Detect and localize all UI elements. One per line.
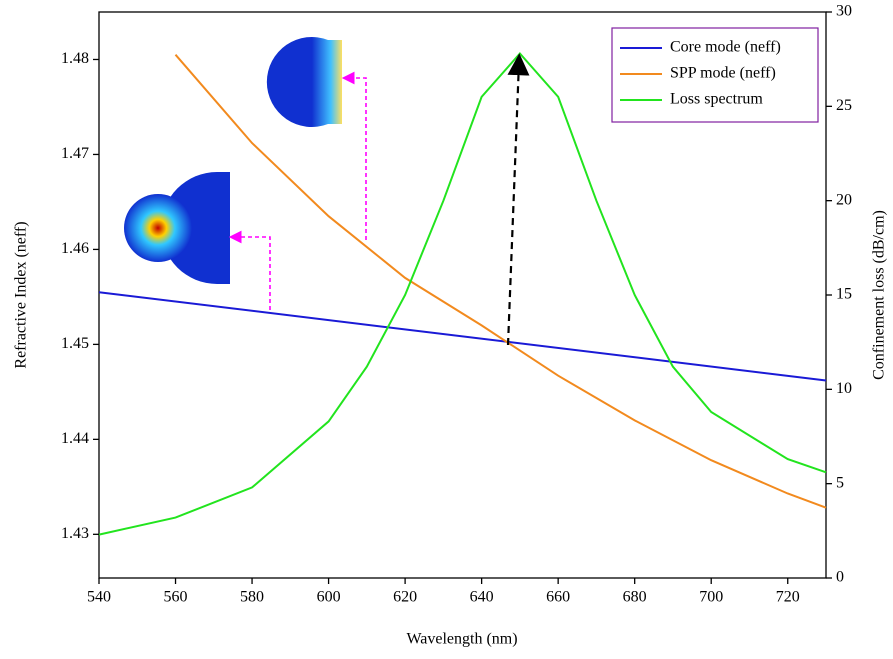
y-tick-label: 1.44 — [61, 430, 89, 447]
x-axis-label: Wavelength (nm) — [406, 631, 517, 648]
y2-tick-label: 15 — [836, 286, 852, 303]
y2-tick-label: 10 — [836, 380, 852, 397]
y-tick-label: 1.48 — [61, 50, 89, 67]
x-tick-label: 540 — [87, 589, 111, 606]
y2-tick-label: 5 — [836, 474, 844, 491]
y-tick-label: 1.43 — [61, 525, 89, 542]
legend-label: Loss spectrum — [670, 91, 763, 108]
x-tick-label: 600 — [317, 589, 341, 606]
mode-inset-core — [124, 172, 271, 310]
x-tick-label: 560 — [164, 589, 188, 606]
y2-axis-label: Confinement loss (dB/cm) — [871, 210, 888, 380]
x-tick-label: 580 — [240, 589, 264, 606]
series-line — [98, 291, 827, 382]
x-tick-label: 620 — [393, 589, 417, 606]
y-tick-label: 1.46 — [61, 240, 89, 257]
x-tick-label: 660 — [546, 589, 570, 606]
x-tick-label: 640 — [470, 589, 494, 606]
y2-tick-label: 30 — [836, 3, 852, 20]
series-line — [174, 54, 827, 509]
y-axis-label: Refractive Index (neff) — [13, 221, 30, 368]
legend-box — [611, 27, 819, 123]
series-line — [98, 51, 827, 536]
mode-inset-spp — [266, 37, 367, 240]
y2-tick-label: 25 — [836, 97, 852, 114]
x-tick-label: 720 — [776, 589, 800, 606]
x-tick-label: 700 — [699, 589, 723, 606]
legend-label: SPP mode (neff) — [670, 65, 776, 82]
x-tick-label: 680 — [623, 589, 647, 606]
y-tick-label: 1.45 — [61, 335, 89, 352]
legend-label: Core mode (neff) — [670, 39, 781, 56]
resonance-arrow — [506, 53, 530, 346]
plot-area — [98, 11, 827, 579]
y2-tick-label: 0 — [836, 569, 844, 586]
y2-tick-label: 20 — [836, 191, 852, 208]
y-tick-label: 1.47 — [61, 145, 89, 162]
